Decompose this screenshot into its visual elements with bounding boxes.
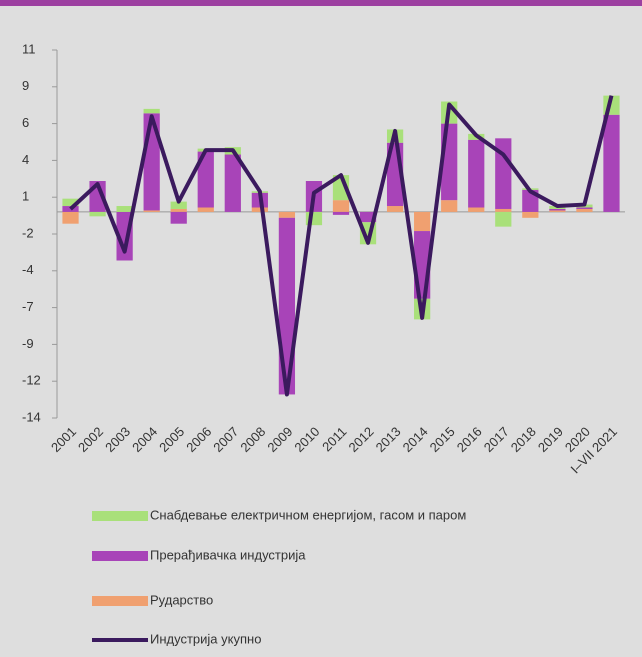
bar xyxy=(197,151,214,208)
bar xyxy=(576,208,593,212)
bar xyxy=(278,211,296,218)
bar xyxy=(468,139,485,208)
y-tick-label: 9 xyxy=(22,78,29,93)
y-tick-label: -4 xyxy=(22,262,34,277)
bar xyxy=(495,211,512,227)
y-tick-label: 4 xyxy=(22,152,29,167)
legend-label: Индустрија укупно xyxy=(150,631,261,646)
bar xyxy=(468,207,485,212)
top-strip xyxy=(0,0,642,6)
y-tick-label: 6 xyxy=(22,115,29,130)
bar xyxy=(251,207,268,212)
bar xyxy=(62,206,79,212)
bar xyxy=(414,211,431,232)
bar xyxy=(332,200,350,212)
y-tick-label: -12 xyxy=(22,373,41,388)
bar xyxy=(549,210,566,212)
y-tick-label: -2 xyxy=(22,225,34,240)
legend-label: Рударство xyxy=(150,592,213,607)
bar xyxy=(116,206,133,212)
bar xyxy=(332,211,350,215)
legend-label: Прерађивачка индустрија xyxy=(150,547,306,562)
bar xyxy=(278,217,296,395)
total-line xyxy=(69,95,614,397)
bar xyxy=(386,206,404,212)
y-tick-label: -7 xyxy=(22,299,34,314)
bar xyxy=(170,208,187,212)
y-tick-label: -9 xyxy=(22,336,34,351)
y-tick-label: -14 xyxy=(22,409,41,424)
bar xyxy=(224,154,241,212)
bar xyxy=(170,201,187,209)
bar xyxy=(359,211,377,223)
bar xyxy=(603,114,620,212)
bar xyxy=(576,207,593,209)
bar xyxy=(62,211,79,224)
bar xyxy=(495,138,512,209)
legend-swatch xyxy=(92,551,148,561)
bar xyxy=(549,208,566,211)
legend-swatch xyxy=(92,511,148,521)
legend-swatch xyxy=(92,596,148,606)
bar xyxy=(62,198,79,207)
bar xyxy=(170,211,187,224)
bar xyxy=(197,207,214,212)
y-tick-label: 11 xyxy=(22,41,36,56)
bar xyxy=(143,210,160,212)
bar xyxy=(89,211,106,217)
bar xyxy=(495,208,512,212)
bar xyxy=(143,108,160,114)
bar xyxy=(441,200,458,212)
y-tick-label: 1 xyxy=(22,189,29,204)
legend-label: Снабдевање електричном енергијом, гасом … xyxy=(150,507,466,522)
bar xyxy=(522,211,539,218)
